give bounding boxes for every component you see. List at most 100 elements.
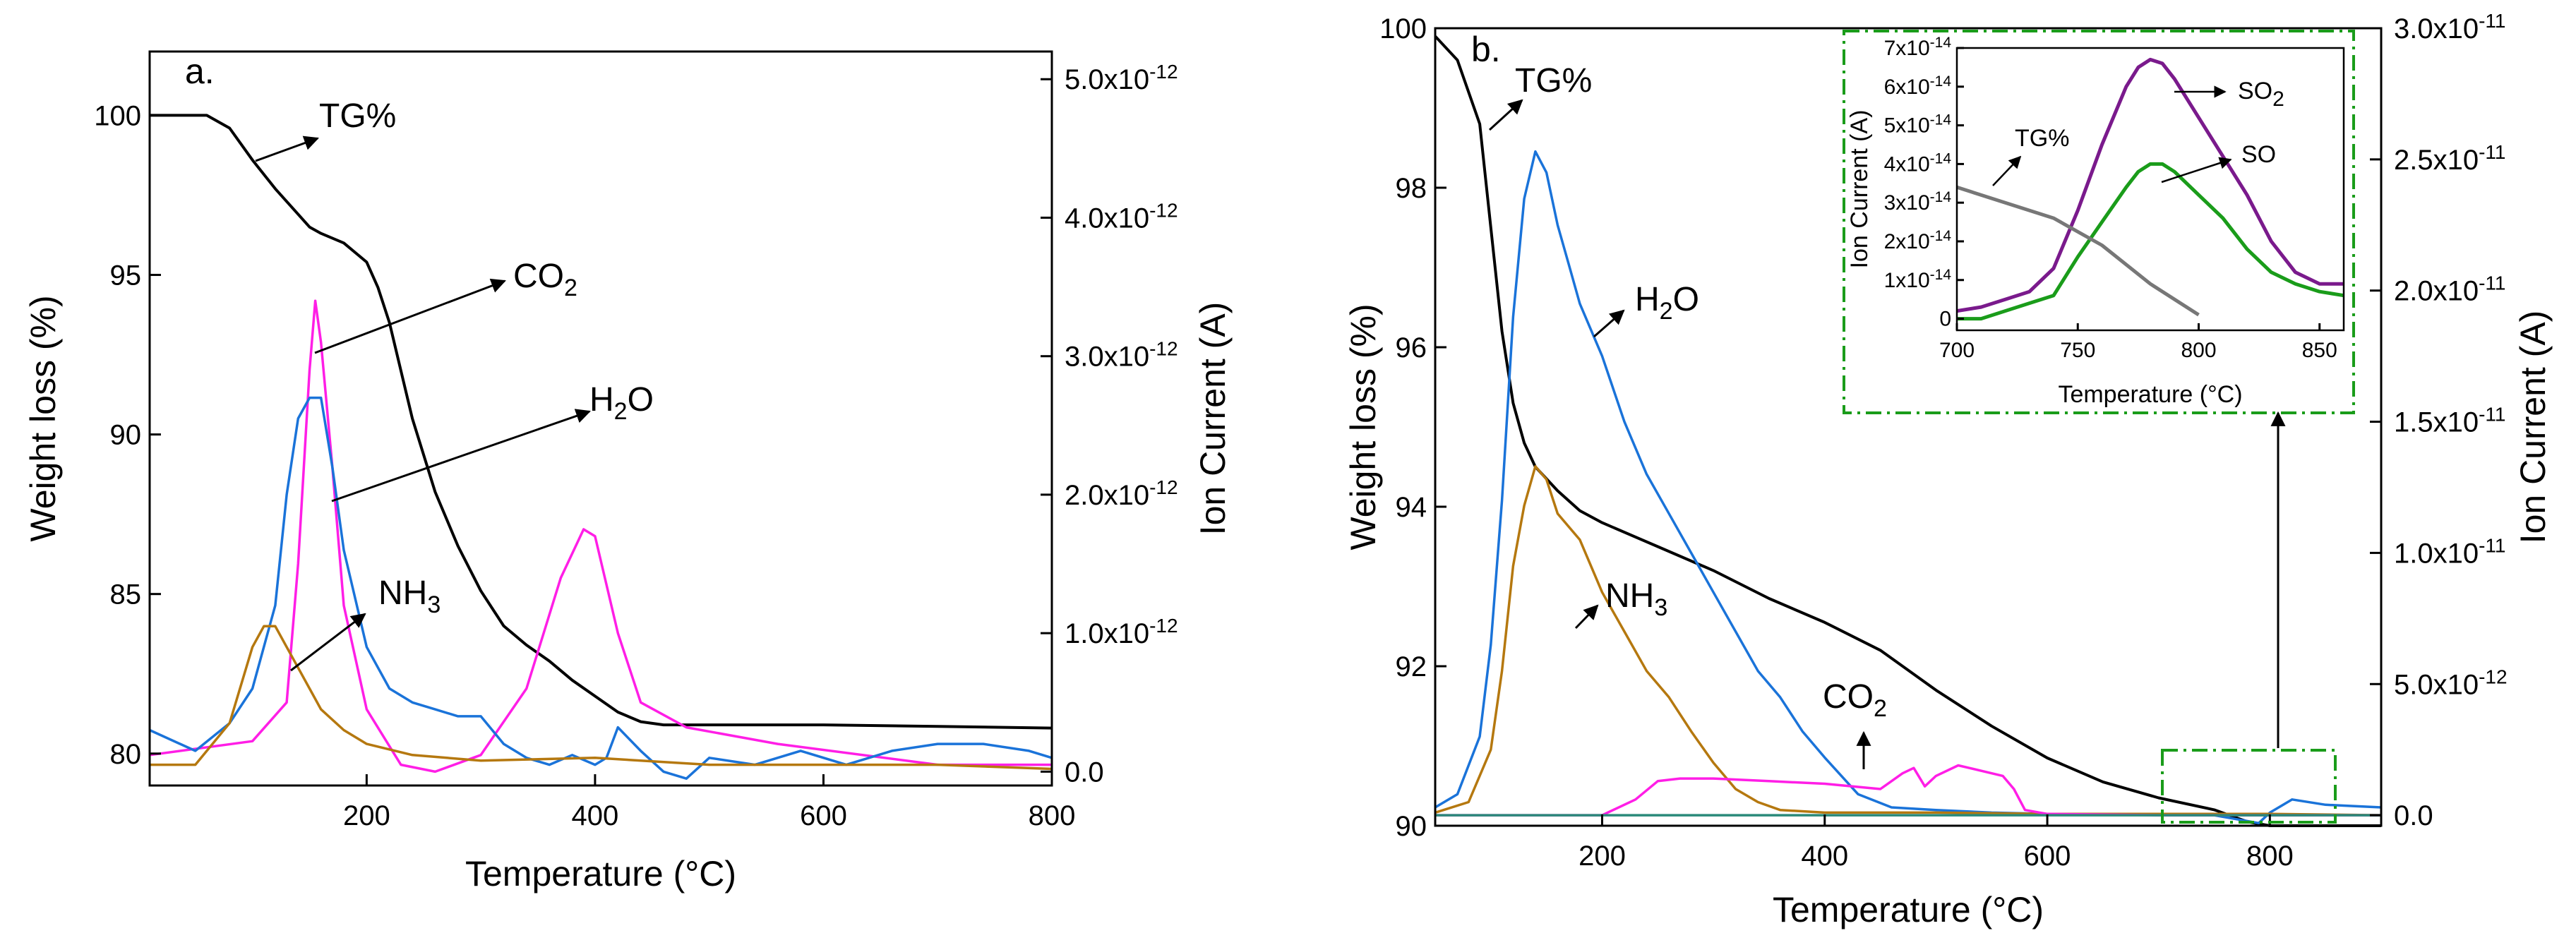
inset-ticks: 700 750 800 850 0 1x10-14 2x10-14 3x10-14 4x10-1… [1884, 35, 2337, 362]
inset-x-tick-label: 750 [2060, 339, 2095, 362]
a-y-left-tick-label: 90 [110, 420, 142, 451]
panel-a: 200 400 600 800 80 85 90 95 100 0.0 1.0x10-12 2.0x1… [23, 50, 1233, 893]
panel-a-label: a. [185, 52, 215, 91]
panel-a-y-left-label: Weight loss (%) [23, 295, 63, 541]
a-series-co2 [149, 299, 1052, 774]
inset-y-axis-label: Ion Current (A) [1846, 110, 1873, 269]
a-series-h2o [149, 396, 1053, 780]
svg-text:H2O: H2O [589, 381, 654, 425]
panel-b-annotation-nh3: NH3 [1574, 577, 1667, 630]
inset-plot-frame [1955, 47, 2345, 332]
b-series-nh3 [1434, 465, 2382, 817]
panel-a-annotation-nh3: NH3 [290, 574, 441, 672]
b-y-right-tick-label: 1.5x10-11 [2394, 404, 2506, 438]
b-y-left-tick-label: 96 [1396, 332, 1427, 363]
inset-x-tick-label: 800 [2181, 339, 2216, 362]
svg-text:CO2: CO2 [1823, 678, 1887, 722]
inset-series-tg% [1956, 185, 2200, 317]
panel-a-x-axis-label: Temperature (°C) [465, 854, 736, 893]
b-y-left-tick-label: 98 [1396, 173, 1427, 204]
panel-b-plot-frame [1434, 27, 2383, 827]
inset-series-so [1957, 162, 2344, 321]
a-y-right-tick-label: 0.0 [1065, 757, 1104, 788]
panel-b-label: b. [1471, 30, 1501, 69]
inset-y-tick-label: 5x10-14 [1884, 112, 1952, 138]
a-y-left-tick-label: 100 [94, 100, 141, 131]
a-x-tick-label: 400 [572, 800, 619, 831]
inset-y-tick-label: 0 [1939, 308, 1951, 331]
panel-a-annotation-co2: CO2 [314, 258, 577, 354]
svg-text:TG%: TG% [2015, 125, 2069, 152]
panel-b-x-axis-label: Temperature (°C) [1773, 890, 2044, 929]
a-y-right-tick-label: 1.0x10-12 [1065, 615, 1178, 649]
panel-b-annotation-h2o: H2O [1593, 281, 1699, 338]
panel-b-y-right-label: Ion Current (A) [2513, 311, 2553, 544]
b-y-left-tick-label: 94 [1396, 492, 1427, 523]
b-y-left-tick-label: 92 [1396, 651, 1427, 682]
svg-text:SO: SO [2241, 141, 2276, 168]
svg-text:CO2: CO2 [513, 258, 577, 301]
panel-b-annotation-tg: TG% [1488, 62, 1592, 131]
panel-a-annotation-tg: TG% [255, 97, 396, 162]
b-x-tick-label: 600 [2024, 841, 2071, 872]
b-y-right-tick-label: 3.0x10-11 [2394, 10, 2506, 44]
b-y-right-tick-label: 1.0x10-11 [2394, 534, 2506, 569]
b-y-left-tick-label: 100 [1379, 13, 1427, 44]
a-x-tick-label: 600 [800, 800, 847, 831]
b-y-right-tick-label: 2.5x10-11 [2394, 141, 2506, 176]
b-x-tick-label: 400 [1801, 841, 1848, 872]
panel-a-annotation-h2o: H2O [331, 381, 654, 502]
a-y-left-tick-label: 85 [110, 579, 142, 610]
b-x-tick-label: 800 [2246, 841, 2294, 872]
b-y-right-tick-label: 2.0x10-11 [2394, 272, 2506, 307]
inset-annotation-so: SO [2161, 141, 2276, 183]
b-y-left-tick-label: 90 [1396, 811, 1427, 842]
inset-x-axis-label: Temperature (°C) [2058, 381, 2242, 408]
a-y-right-tick-label: 5.0x10-12 [1065, 61, 1178, 95]
inset-annotation-so2: SO2 [2174, 78, 2284, 111]
svg-text:NH3: NH3 [1605, 577, 1667, 621]
panel-b-ticks: 200 400 600 800 90 92 94 96 98 100 0.0 5.0x10-12 1.0… [1379, 10, 2507, 872]
panel-b-zoom-region [2161, 749, 2337, 824]
panel-b: 200 400 600 800 90 92 94 96 98 100 0.0 5.0x10-12 1.0… [1343, 10, 2553, 929]
inset-y-tick-label: 1x10-14 [1884, 267, 1952, 292]
a-series-tg% [150, 114, 1053, 730]
inset-series [1956, 57, 2344, 321]
a-y-right-tick-label: 3.0x10-12 [1065, 338, 1178, 373]
inset-y-tick-label: 3x10-14 [1884, 189, 1952, 215]
svg-text:H2O: H2O [1635, 281, 1699, 325]
panel-a-series [149, 114, 1053, 780]
a-series-nh3 [150, 625, 1053, 771]
inset-y-tick-label: 6x10-14 [1884, 73, 1952, 99]
inset-y-tick-label: 7x10-14 [1884, 35, 1952, 60]
inset-x-tick-label: 700 [1939, 339, 1975, 362]
inset-y-tick-label: 2x10-14 [1884, 228, 1952, 253]
b-series-co2 [1435, 764, 2381, 817]
a-y-right-tick-label: 4.0x10-12 [1065, 199, 1178, 234]
panel-b-annotation-co2: CO2 [1823, 678, 1887, 769]
svg-text:TG%: TG% [319, 97, 396, 135]
panel-a-y-right-label: Ion Current (A) [1193, 302, 1233, 536]
inset-series-so2 [1956, 57, 2344, 313]
b-y-right-tick-label: 5.0x10-12 [2394, 666, 2508, 700]
panel-b-y-left-label: Weight loss (%) [1343, 303, 1383, 550]
inset-x-tick-label: 850 [2302, 339, 2337, 362]
a-y-right-tick-label: 2.0x10-12 [1065, 476, 1178, 511]
svg-text:NH3: NH3 [378, 574, 441, 618]
b-x-tick-label: 200 [1578, 841, 1626, 872]
panel-b-series [1434, 35, 2382, 827]
b-y-right-tick-label: 0.0 [2394, 800, 2433, 831]
svg-text:TG%: TG% [1515, 62, 1592, 100]
a-x-tick-label: 200 [343, 800, 390, 831]
svg-text:SO2: SO2 [2238, 78, 2284, 111]
panel-a-plot-frame [148, 50, 1053, 787]
a-x-tick-label: 800 [1029, 800, 1076, 831]
inset: 700 750 800 850 0 1x10-14 2x10-14 3x10-14 4x10-1… [1843, 30, 2355, 414]
panel-a-ticks: 200 400 600 800 80 85 90 95 100 0.0 1.0x10-12 2.0x1… [94, 61, 1178, 831]
a-y-left-tick-label: 80 [110, 739, 142, 770]
inset-annotation-tg: TG% [1992, 125, 2069, 186]
b-series-tg% [1434, 35, 2381, 827]
inset-y-tick-label: 4x10-14 [1884, 150, 1952, 176]
a-y-left-tick-label: 95 [110, 260, 142, 291]
